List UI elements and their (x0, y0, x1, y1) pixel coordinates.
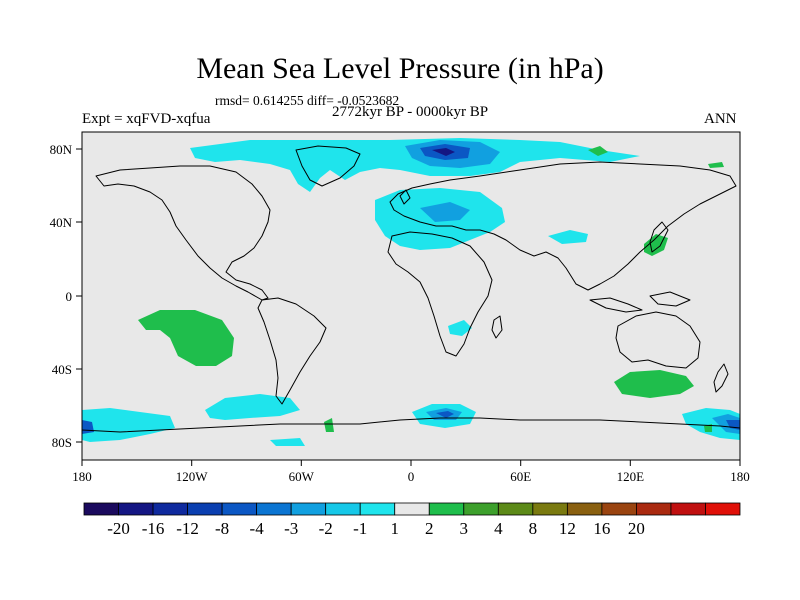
british-isles-coast (399, 189, 411, 205)
africa-coast (387, 231, 493, 357)
colorbar-label: -20 (107, 519, 130, 538)
colorbar-label: -4 (250, 519, 265, 538)
season-label: ANN (704, 111, 737, 127)
southern-ocean-anomaly-central (205, 394, 300, 420)
coastlines (82, 145, 740, 433)
colorbar-swatch (566, 502, 603, 516)
southern-ocean-anomaly-south (270, 438, 305, 446)
colorbar-swatch (290, 502, 327, 516)
madagascar-coast (491, 315, 503, 339)
y-axis-labels: 80N 40N 0 40S 80S (50, 142, 73, 450)
y-tick-label: 40S (52, 362, 72, 377)
x-axis-labels: 180 120W 60W 0 60E 120E 180 (72, 469, 750, 484)
colorbar-swatch (705, 502, 741, 516)
y-tick-label: 40N (50, 215, 73, 230)
arctic-anomaly-light (190, 138, 640, 192)
colorbar-swatch (394, 502, 430, 516)
y-tick-label: 80S (52, 435, 72, 450)
australia-coast (615, 311, 701, 369)
x-tick-label: 180 (730, 469, 750, 484)
colorbar-label: -1 (353, 519, 367, 538)
colorbar-swatch (221, 502, 258, 516)
x-tick-label: 180 (72, 469, 92, 484)
colorbar-swatch (187, 502, 223, 516)
colorbar: -20 -16 -12 -8 -4 -3 -2 -1 1 2 3 4 8 12 16 20 (83, 502, 741, 538)
southern-africa-anomaly (448, 320, 472, 336)
map-background (82, 132, 740, 460)
chart-title: Mean Sea Level Pressure (in hPa) (196, 52, 604, 85)
ross-anomaly-mid (712, 414, 740, 434)
colorbar-label: 4 (494, 519, 503, 538)
colorbar-swatch (636, 502, 672, 516)
antarctic-positive-patch (324, 418, 334, 432)
colorbar-swatch (670, 502, 706, 516)
colorbar-label: -3 (284, 519, 298, 538)
y-tick-label: 80N (50, 142, 73, 157)
colorbar-swatch (428, 502, 465, 516)
new-zealand-coast (713, 363, 729, 393)
colorbar-swatch (83, 502, 119, 516)
axis-ticks (76, 148, 741, 466)
colorbar-label: 3 (460, 519, 469, 538)
japan-positive (644, 234, 668, 256)
colorbar-label: 2 (425, 519, 434, 538)
colorbar-swatch (325, 502, 361, 516)
colorbar-label: 16 (593, 519, 610, 538)
southern-ocean-anomaly-west (82, 408, 175, 442)
stats-line: rmsd= 0.614255 diff= -0.0523682 (215, 93, 400, 108)
x-tick-label: 0 (408, 469, 415, 484)
australia-south-positive (614, 370, 694, 398)
colorbar-label: 8 (529, 519, 538, 538)
arabian-anomaly (548, 230, 588, 244)
colorbar-swatch (256, 502, 292, 516)
eurasia-coast (389, 161, 737, 291)
colorbar-label: 20 (628, 519, 645, 538)
period-subtitle: 2772kyr BP - 0000kyr BP (331, 104, 489, 120)
south-pacific-positive (138, 310, 234, 366)
anomaly-fields (82, 138, 740, 446)
arctic-anomaly-core (432, 148, 455, 156)
colorbar-swatch (152, 502, 188, 516)
indonesia-coast (589, 291, 691, 313)
colorbar-swatch (118, 502, 154, 516)
colorbar-label: -16 (142, 519, 165, 538)
south-america-coast (257, 297, 327, 405)
x-tick-label: 120E (617, 469, 645, 484)
weddell-anomaly-strong (436, 411, 454, 418)
x-tick-label: 60E (510, 469, 531, 484)
europe-anomaly-mid (420, 202, 470, 222)
colorbar-swatch (532, 502, 568, 516)
colorbar-swatch (601, 502, 637, 516)
japan-coast (649, 221, 669, 253)
colorbar-label: -12 (176, 519, 199, 538)
bering-positive-patch (708, 162, 724, 168)
y-tick-label: 0 (66, 289, 73, 304)
arctic-positive-patch (588, 146, 608, 156)
experiment-label: Expt = xqFVD-xqfua (82, 111, 211, 127)
antarctica-coast (82, 417, 740, 433)
colorbar-label: 12 (559, 519, 576, 538)
x-tick-label: 120W (176, 469, 209, 484)
colorbar-swatch (463, 502, 499, 516)
x-tick-label: 60W (289, 469, 315, 484)
greenland-coast (295, 145, 361, 187)
colorbar-swatch (359, 502, 396, 516)
colorbar-label: 1 (390, 519, 399, 538)
colorbar-swatch (497, 502, 534, 516)
north-america-coast (95, 165, 271, 301)
colorbar-label: -8 (215, 519, 229, 538)
colorbar-label: -2 (319, 519, 333, 538)
